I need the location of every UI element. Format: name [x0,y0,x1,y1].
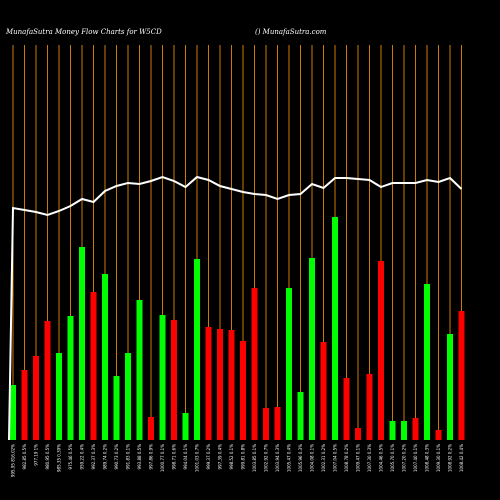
x-tick-label: 992.37 0.3% [91,444,96,470]
x-tick-label: 999.81 0.8% [241,444,246,470]
bar [286,288,292,440]
x-tick-label: 1008.48 0.3% [425,444,430,472]
bar [33,356,39,440]
x-tick-label: 994.04 0.1% [183,444,188,470]
bar [90,292,97,440]
x-tick-label: 990.73 0.2% [114,444,119,470]
x-tick-label: 1005.47 0.4% [287,444,292,472]
bar [10,385,16,440]
bar [378,261,384,440]
bar [159,315,166,440]
x-tick-label: 1004.08 0.1% [310,444,315,472]
bar [424,284,430,440]
x-tick-label: 999.37 0.2% [206,444,211,470]
x-tick-label: 1008.42 0.4% [459,444,464,472]
x-tick-label: 998.71 0.6% [172,444,177,470]
bar [412,418,419,440]
bar [67,316,74,440]
bar [21,370,28,440]
x-tick-label: 991.83 0.1% [126,444,131,470]
bar [136,300,143,440]
x-tick-label: 1000.77 0.1% [160,444,165,472]
bar [194,259,200,440]
x-tick-label: 959.22 0.4% [80,444,85,470]
x-tick-label: 1008.78 0.2% [344,444,349,472]
bar [332,217,338,440]
bar [148,417,154,440]
bar [228,330,235,440]
x-tick-label: 982.85 0.5% [22,444,27,470]
bar [44,321,51,440]
x-tick-label: 1007.04 0.5% [333,444,338,472]
x-tick-label: 997.86 0.9% [149,444,154,470]
bar [401,421,407,440]
x-tick-label: 1008.92 0.2% [448,444,453,472]
bar [458,311,465,440]
x-tick-label: 989.74 0.2% [103,444,108,470]
x-tick-label: 1001.03 0.7% [195,444,200,472]
bar [274,407,281,440]
bar [355,428,361,440]
x-tick-label: 985.35 0.39% [57,444,62,472]
x-tick-label: 1009.30 0.1% [436,444,441,472]
bar [251,288,258,440]
chart-title: MunafaSutra Money Flow Charts for W5CD [5,28,162,36]
x-tick-label: 995.95 816.02% [11,444,16,477]
bar [263,408,269,440]
x-tick-label: 980.95 0.5% [45,444,50,470]
x-tick-label: 1005.70 0.1% [390,444,395,472]
x-tick-label: 1005.96 0.3% [298,444,303,472]
x-tick-label: 993.88 0.5% [137,444,142,470]
x-tick-label: 975.46 0.5% [68,444,73,470]
x-tick-label: 977.19 1% [34,444,39,466]
bar [343,378,350,440]
bar [389,421,396,440]
bar [125,353,131,440]
x-tick-label: 1007.20 0.2% [402,444,407,472]
bar [56,353,62,440]
bar [435,430,442,440]
bar [113,376,120,440]
x-tick-label: 1007.30 0.3% [367,444,372,472]
bar [240,341,246,440]
x-tick-label: 1004.46 0.5% [379,444,384,472]
x-tick-label: 998.52 0.1% [229,444,234,470]
bar [79,247,85,440]
x-tick-label: 1003.85 0.1% [252,444,257,472]
x-tick-label: 1007.40 0.1% [413,444,418,472]
bar [171,320,177,440]
bar [182,413,189,440]
bar [366,374,373,440]
bar [205,327,212,440]
money-flow-line [8,175,463,441]
bar [297,392,304,440]
x-tick-label: 1003.94 0.3% [275,444,280,472]
x-tick-label: 1002.31 0.2% [321,444,326,472]
bar [320,342,327,440]
bar [447,334,453,440]
x-tick-label: 1002.92 0.7% [264,444,269,472]
bar [309,258,315,440]
x-tick-label: 1009.47 0.1% [356,444,361,472]
bar [102,274,108,440]
bar [217,329,223,440]
x-tick-label: 997.39 0.4% [218,444,223,470]
chart-subtitle: () MunafaSutra.com [255,28,327,36]
